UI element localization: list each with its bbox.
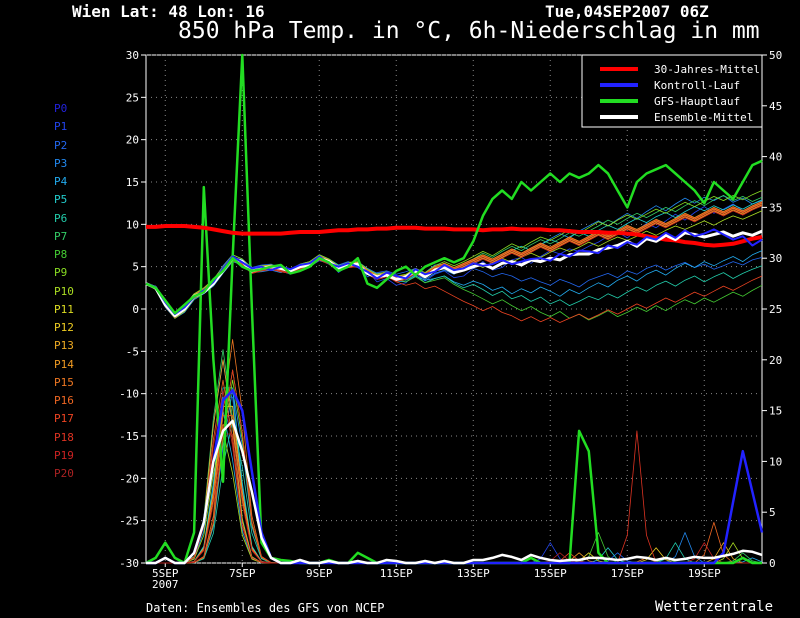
member-label-p2: P2: [54, 138, 68, 152]
right-axis-tick-label: 20: [769, 354, 782, 367]
legend-entry-label: Kontroll-Lauf: [654, 79, 740, 92]
right-axis-tick-label: 50: [769, 49, 782, 62]
legend-entry-label: 30-Jahres-Mittel: [654, 63, 760, 76]
x-axis-tick-label: 9SEP: [306, 567, 333, 580]
location-label: Wien Lat: 48 Lon: 16: [72, 2, 265, 21]
right-axis-tick-label: 40: [769, 151, 782, 164]
temp-member-line-p5: [145, 199, 763, 318]
member-label-p17: P17: [54, 412, 74, 426]
run-datetime: Tue,04SEP2007 06Z: [545, 2, 709, 21]
ensemble-member-list: P0 P1 P2 P3 P4 P5 P6 P7 P8 P9 P10 P11 P12 P13 P14 P15 P1…: [54, 100, 74, 483]
right-axis-tick-label: 15: [769, 405, 782, 418]
member-label-p6: P6: [54, 211, 68, 225]
left-axis-tick-label: -25: [119, 515, 139, 528]
right-axis-tick-label: 25: [769, 303, 782, 316]
member-label-p11: P11: [54, 302, 74, 316]
right-axis-tick-label: 45: [769, 100, 782, 113]
member-label-p7: P7: [54, 229, 68, 243]
left-axis-tick-label: 30: [126, 49, 139, 62]
member-label-p8: P8: [54, 248, 68, 261]
right-axis-tick-label: 0: [769, 557, 776, 570]
precip-gfs-main-line: [145, 53, 762, 565]
right-axis-tick-label: 10: [769, 455, 782, 468]
legend-entry-label: GFS-Hauptlauf: [654, 95, 740, 108]
x-axis-tick-label: 19SEP: [688, 567, 721, 580]
data-source-label: Daten: Ensembles des GFS von NCEP: [146, 601, 385, 615]
left-axis-tick-label: -30: [119, 557, 139, 570]
left-axis-tick-label: 20: [126, 134, 139, 147]
member-label-p0: P0: [54, 102, 68, 115]
right-axis-tick-label: 35: [769, 201, 782, 214]
temp-series-kontroll-lauf: [145, 228, 763, 316]
chart-title: 850 hPa Temp. in °C, 6h-Niederschlag in …: [178, 18, 760, 44]
member-label-p15: P15: [54, 375, 74, 389]
left-axis-tick-label: -10: [119, 388, 139, 401]
x-axis-tick-label: 17SEP: [611, 567, 644, 580]
brand-label: Wetterzentrale: [655, 599, 774, 615]
left-axis-tick-label: 10: [126, 218, 139, 231]
left-axis-tick-label: -5: [126, 345, 139, 358]
member-label-p4: P4: [54, 175, 68, 188]
right-axis-tick-label: 30: [769, 252, 782, 265]
member-label-p10: P10: [54, 284, 74, 298]
right-axis-tick-label: 5: [769, 506, 776, 519]
x-axis-year-label: 2007: [152, 578, 179, 591]
member-label-p3: P3: [54, 156, 68, 170]
x-axis-tick-label: 5SEP: [152, 567, 179, 580]
x-axis-tick-label: 7SEP: [229, 567, 256, 580]
temp-member-line-p8: [145, 256, 763, 321]
member-label-p5: P5: [54, 193, 68, 207]
precip-member-line-4: [146, 410, 763, 564]
precip-ensemble-mean-line: [146, 419, 763, 565]
left-axis-tick-label: -15: [119, 430, 139, 443]
left-axis-tick-label: 25: [126, 91, 139, 104]
member-label-p18: P18: [54, 430, 74, 444]
member-label-p1: P1: [54, 120, 68, 134]
x-axis-tick-label: 13SEP: [457, 567, 490, 580]
member-label-p16: P16: [54, 394, 74, 407]
member-label-p20: P20: [54, 467, 74, 480]
temp-series-gfs-hauptlauf: [145, 159, 763, 315]
x-axis-tick-label: 11SEP: [380, 567, 413, 580]
legend-entry-label: Ensemble-Mittel: [654, 111, 753, 124]
x-axis-tick-label: 15SEP: [534, 567, 567, 580]
left-axis-tick-label: 5: [132, 261, 139, 274]
temp-member-line-p7: [145, 195, 763, 316]
temp-series-ensemble-mittel: [145, 229, 763, 318]
member-label-p14: P14: [54, 357, 74, 371]
left-axis-tick-label: 0: [132, 303, 139, 316]
member-label-p12: P12: [54, 321, 74, 334]
member-label-p13: P13: [54, 339, 74, 353]
member-label-p19: P19: [54, 448, 74, 462]
member-label-p9: P9: [54, 266, 68, 280]
left-axis-tick-label: 15: [126, 176, 139, 189]
left-axis-tick-label: -20: [119, 472, 139, 485]
